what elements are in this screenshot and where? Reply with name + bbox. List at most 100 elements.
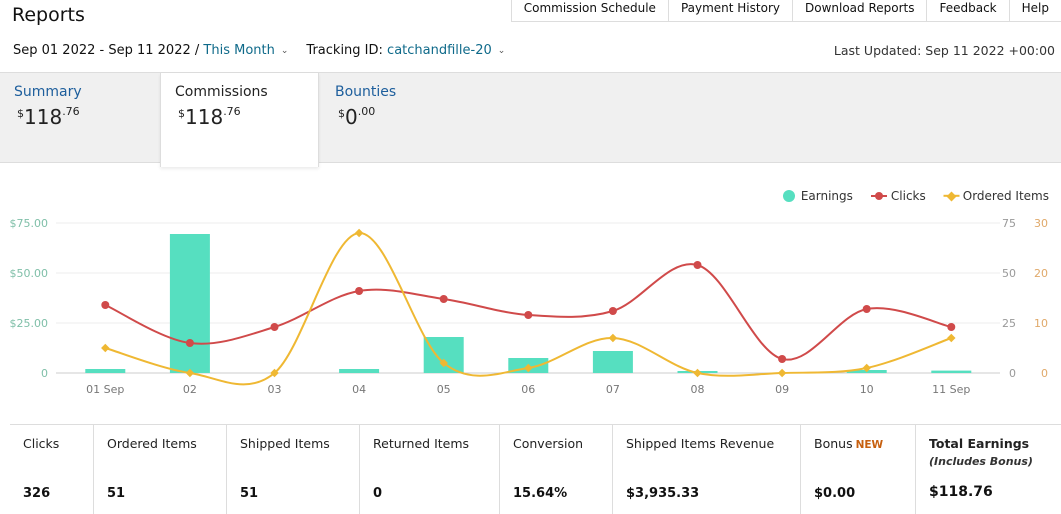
y-tick-left: $75.00 [10,217,49,230]
x-tick-label: 07 [606,383,620,396]
x-tick-label: 09 [775,383,789,396]
x-tick-label: 05 [437,383,451,396]
stat-label: Conversion [513,436,584,451]
report-tabs: Summary $118.76 Commissions $118.76 Boun… [0,72,1061,167]
chevron-down-icon[interactable]: ⌄ [280,45,289,56]
x-tick-label: 10 [860,383,874,396]
page-title: Reports [12,4,85,26]
stat-label: Shipped Items [240,436,330,451]
date-separator: / [194,43,200,58]
stat-shipped-items-revenue: Shipped Items Revenue $3,935.33 [613,425,801,514]
tab-amount: $118.76 [178,105,241,129]
stat-shipped-items: Shipped Items 51 [227,425,360,514]
earnings-bar [592,351,633,373]
ordered-items-point [608,333,618,343]
clicks-point [185,339,194,347]
tab-label: Summary [14,84,82,100]
stat-clicks: Clicks 326 [10,425,94,514]
top-nav: Commission Schedule Payment History Down… [510,0,1061,22]
ordered-items-point [101,343,110,353]
tab-amount: $118.76 [17,105,80,129]
stat-value: $0.00 [814,486,856,501]
payment-history-link[interactable]: Payment History [667,0,792,22]
download-reports-link[interactable]: Download Reports [791,0,927,22]
clicks-line [104,263,952,361]
y-tick-right-ordered: 20 [1034,267,1048,280]
stat-bonus: Bonus NEW $0.00 [801,425,916,514]
stat-label: Total Earnings [929,436,1030,451]
y-tick-left: $25.00 [10,317,49,330]
ordered-items-point [354,228,364,238]
x-tick-label: 02 [183,383,197,396]
commission-schedule-link[interactable]: Commission Schedule [510,0,668,22]
new-badge: NEW [855,439,884,451]
ordered-items-point [947,333,956,343]
earnings-bar [169,234,210,373]
ordered-items-point [439,358,448,368]
x-tick-label: 08 [691,383,705,396]
ordered-items-point [862,363,871,373]
legend-earnings[interactable]: Earnings [782,189,853,203]
report-filters: Sep 01 2022 - Sep 11 2022 / This Month ⌄… [13,43,505,58]
earnings-bar [339,369,380,373]
clicks-point [439,295,448,303]
y-tick-right-clicks: 25 [1002,317,1016,330]
clicks-point [270,323,279,331]
x-tick-label: 03 [268,383,282,396]
earnings-bar [931,370,972,373]
tab-bounties[interactable]: Bounties $0.00 [321,73,481,164]
ordered-items-point [693,368,702,378]
tracking-id-dropdown[interactable]: catchandfille-20 [387,43,492,58]
legend-ordered-items[interactable]: Ordered Items [946,189,1049,203]
x-tick-label: 06 [521,383,535,396]
y-tick-right-clicks: 0 [1009,367,1016,380]
stat-label: Returned Items [373,436,470,451]
y-tick-right-ordered: 30 [1034,217,1048,230]
stat-label: Ordered Items [107,436,197,451]
stat-label: Shipped Items Revenue [626,436,775,451]
feedback-link[interactable]: Feedback [926,0,1009,22]
stat-total-earnings: Total Earnings (Includes Bonus) $118.76 [916,425,1061,514]
last-updated: Last Updated: Sep 11 2022 +00:00 [833,43,1055,58]
y-tick-left: $50.00 [10,267,49,280]
stat-value: $118.76 [929,484,993,500]
chart-legend: Earnings Clicks Ordered Items [761,189,1049,203]
stat-value: 326 [23,486,51,501]
clicks-point [693,261,702,269]
stat-label: Bonus NEW [814,436,884,451]
ordered-items-point [777,368,787,378]
clicks-point [947,323,956,331]
clicks-point [101,301,110,309]
stats-bar: Clicks 326 Ordered Items 51 Shipped Items 51 R… [10,424,1061,514]
period-dropdown[interactable]: This Month [203,43,275,58]
stat-sublabel: (Includes Bonus) [929,455,1033,468]
date-range: Sep 01 2022 - Sep 11 2022 [13,43,191,58]
stat-returned-items: Returned Items 0 [360,425,500,514]
ordered-items-point [524,363,533,373]
stat-value: 51 [107,486,126,501]
ordered-items-line [105,231,952,386]
tab-label: Bounties [335,84,397,100]
y-tick-right-clicks: 50 [1002,267,1016,280]
stat-label: Clicks [23,436,60,451]
y-tick-left: 0 [41,367,48,380]
chevron-down-icon[interactable]: ⌄ [497,45,506,56]
legend-clicks[interactable]: Clicks [870,189,926,203]
ordered-items-point [270,368,279,378]
help-link[interactable]: Help [1008,0,1061,22]
tab-commissions[interactable]: Commissions $118.76 [160,73,319,167]
stat-ordered-items: Ordered Items 51 [94,425,227,514]
x-tick-label: 01 Sep [86,383,124,396]
clicks-swatch [870,192,887,200]
ordered-items-point [185,368,195,378]
tracking-label: Tracking ID: [306,43,383,58]
stat-conversion: Conversion 15.64% [500,425,613,514]
tab-amount: $0.00 [338,105,376,129]
stat-value: 0 [373,486,383,501]
stat-value: $3,935.33 [626,486,700,501]
y-tick-right-ordered: 10 [1034,317,1048,330]
clicks-point [608,307,617,315]
tab-summary[interactable]: Summary $118.76 [0,73,160,164]
earnings-swatch [782,190,795,202]
